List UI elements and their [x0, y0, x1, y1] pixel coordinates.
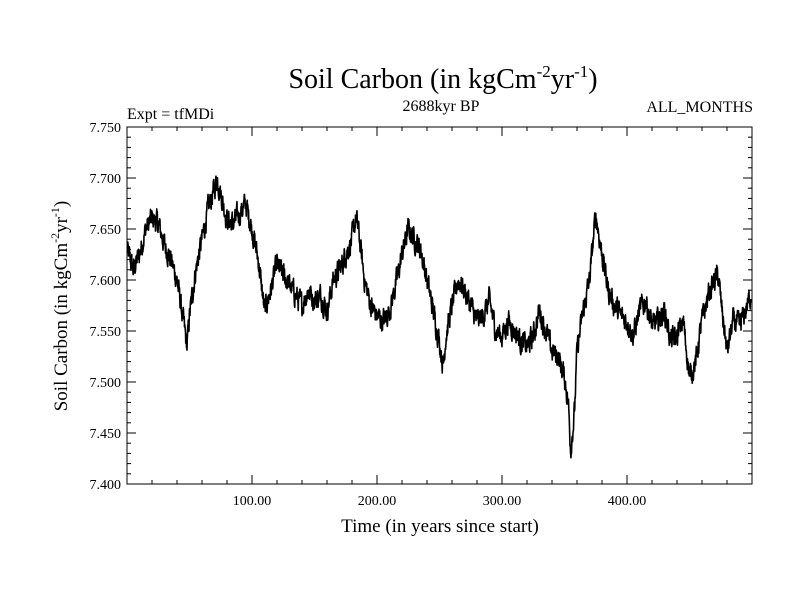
- y-tick-label: 7.750: [90, 121, 122, 136]
- x-tick-label: 400.00: [608, 494, 647, 509]
- y-axis: 7.400 7.450 7.500 7.550 7.600 7.650 7.700 7.750: [90, 121, 752, 493]
- chart-title: Soil Carbon (in kgCm-2yr-1): [288, 62, 597, 95]
- y-axis-label: Soil Carbon (in kgCm-2yr-1): [48, 201, 72, 412]
- x-axis-label: Time (in years since start): [341, 516, 539, 537]
- period-label: 2688kyr BP: [403, 98, 480, 115]
- months-label: ALL_MONTHS: [646, 99, 753, 116]
- y-tick-label: 7.500: [90, 376, 122, 391]
- x-tick-label: 100.00: [233, 494, 272, 509]
- x-tick-label: 300.00: [483, 494, 522, 509]
- experiment-label: Expt = tfMDi: [127, 106, 215, 123]
- plot-frame: [126, 126, 753, 485]
- y-tick-label: 7.400: [90, 478, 122, 493]
- y-tick-label: 7.600: [90, 274, 122, 289]
- x-axis: 100.00 200.00 300.00 400.00: [151, 127, 728, 509]
- series-line: [127, 175, 752, 459]
- y-tick-label: 7.450: [90, 427, 122, 442]
- y-tick-label: 7.550: [90, 325, 122, 340]
- y-tick-label: 7.700: [90, 172, 122, 187]
- y-tick-label: 7.650: [90, 223, 122, 238]
- x-tick-label: 200.00: [358, 494, 397, 509]
